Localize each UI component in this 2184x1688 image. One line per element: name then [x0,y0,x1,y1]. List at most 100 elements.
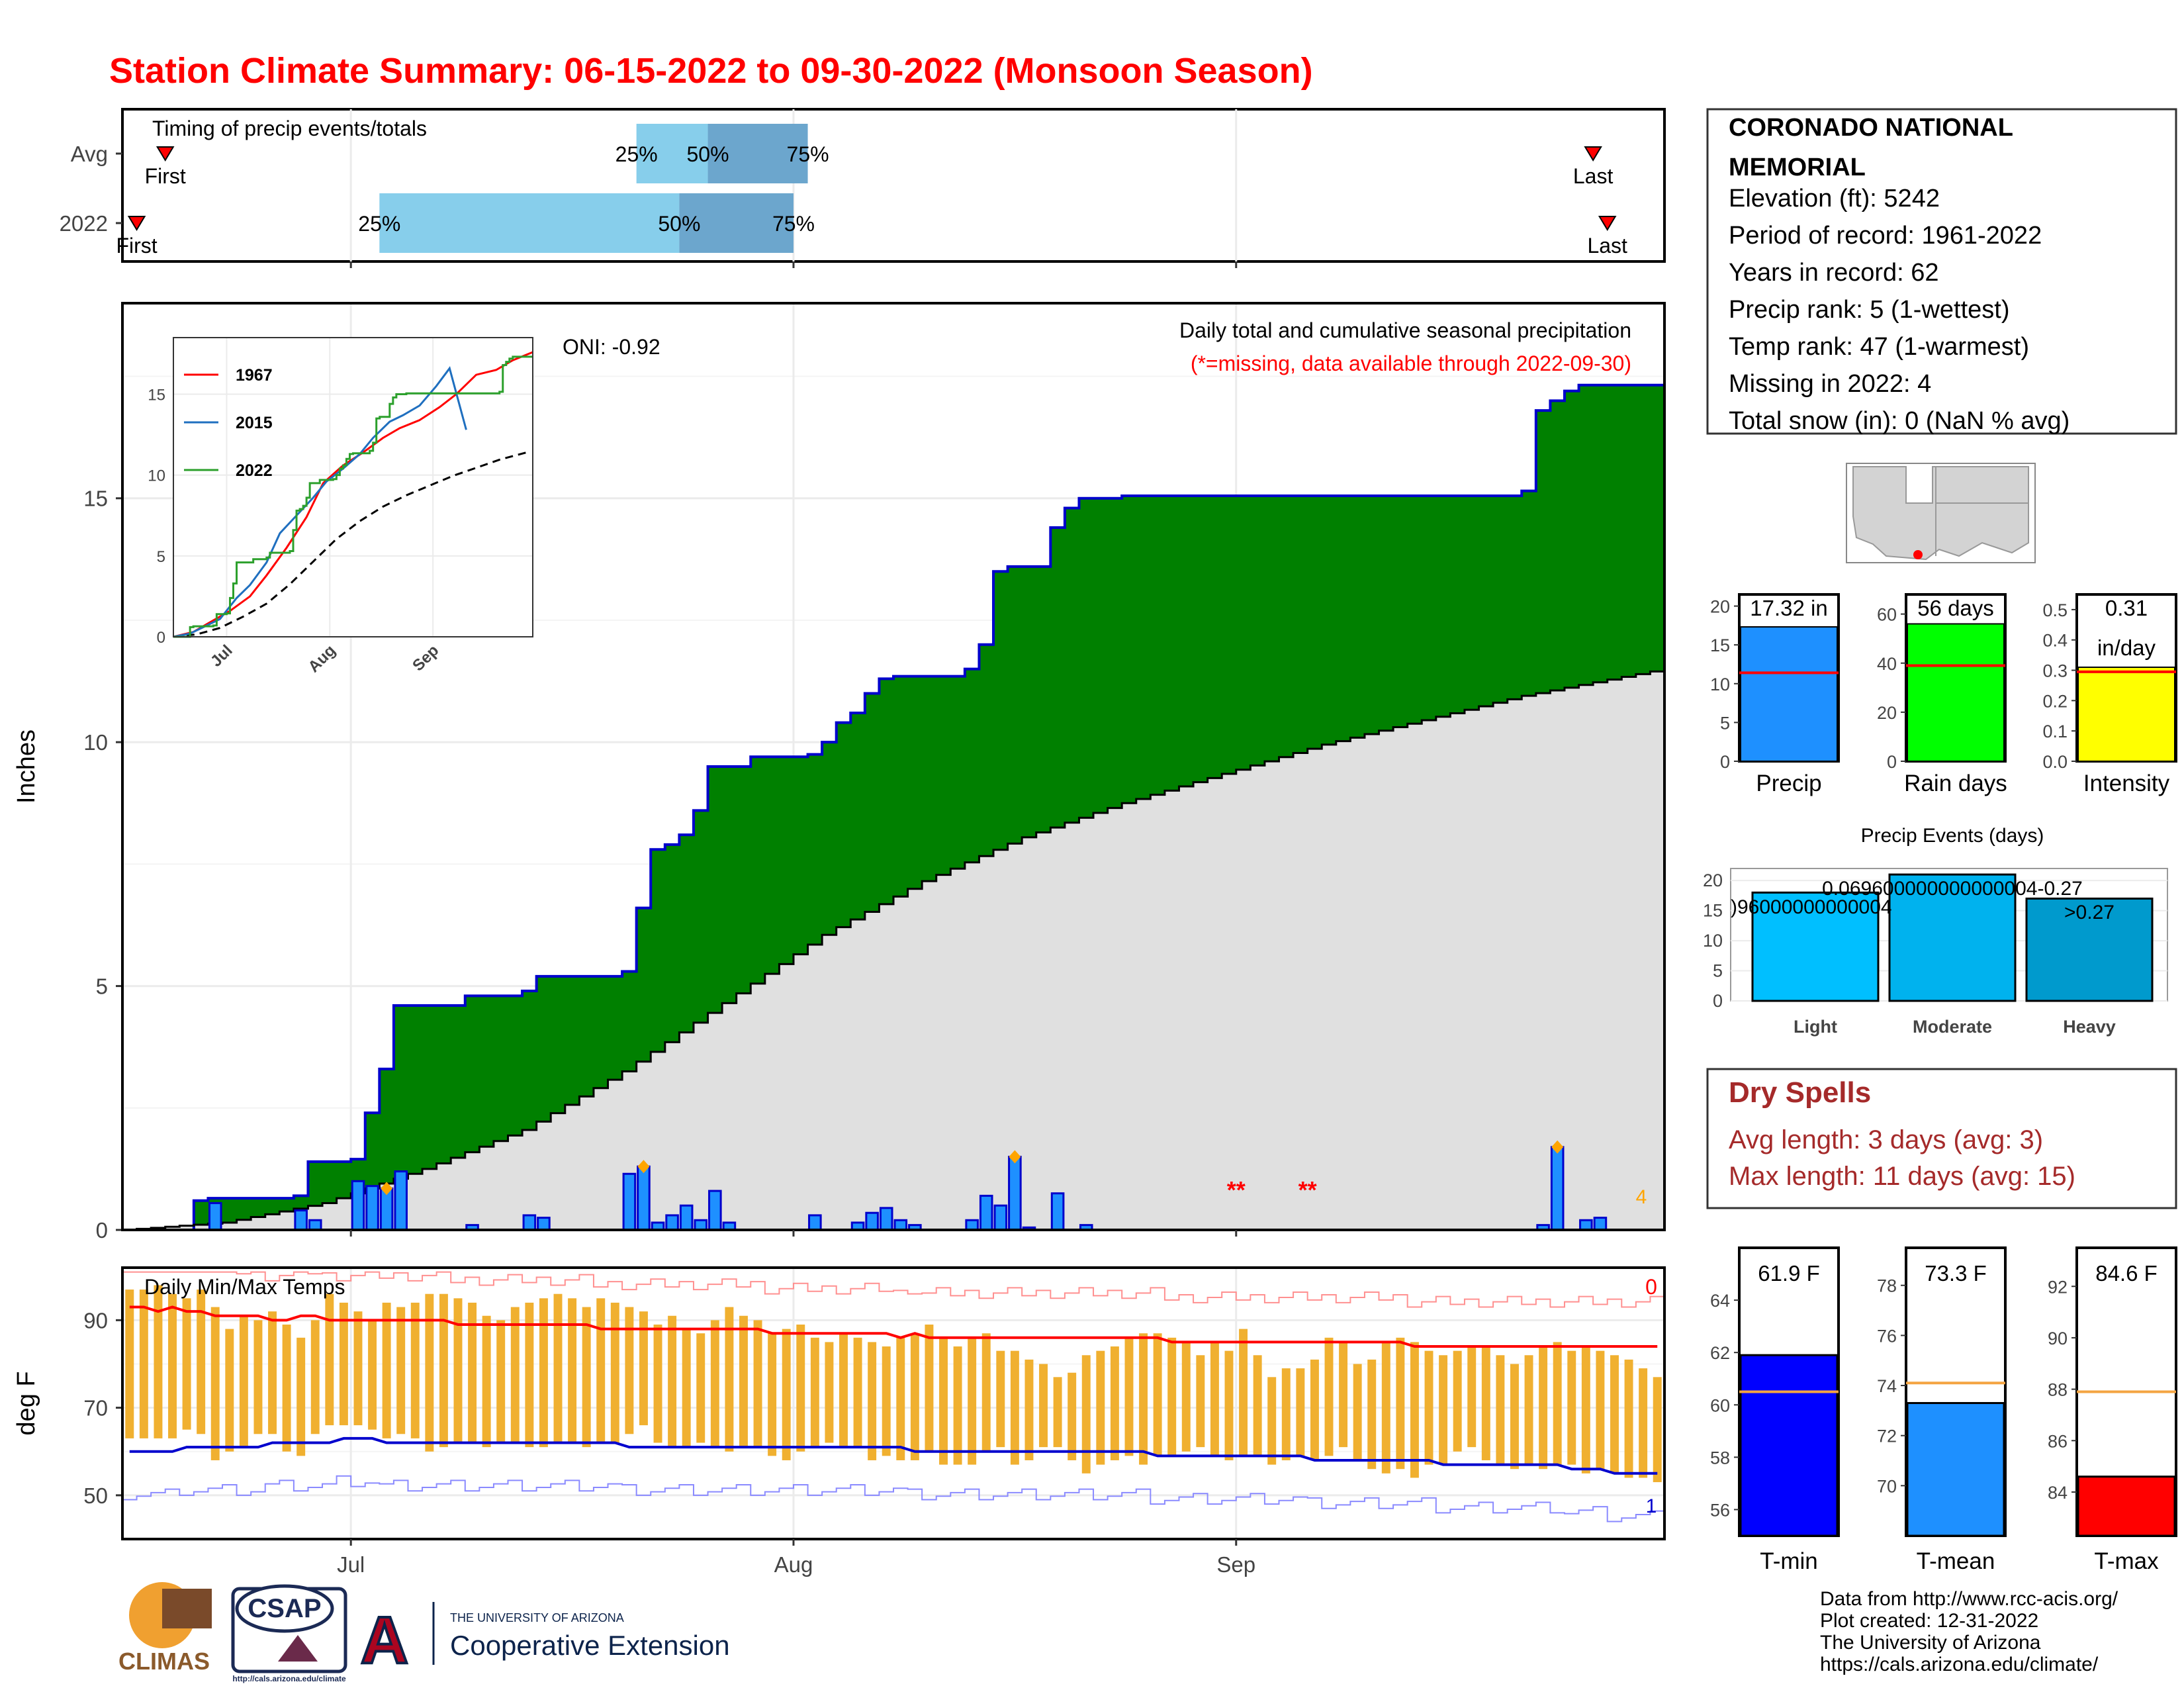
normal-cumulative-line [122,670,1664,1231]
y-tick-label: 15 [83,487,108,511]
temperature-panel: 50 70 90 Daily Min/Max Temps 0 1 deg F Jul Aug Se… [13,1266,1666,1577]
inset-legend-label: 1967 [236,366,273,385]
first-marker-label: First [145,164,186,188]
daily-temp-bar [1096,1350,1105,1465]
quartile-bar-25-50 [379,193,680,253]
daily-temp-bar [168,1293,177,1438]
first-marker-label: First [116,234,157,258]
station-frame [1706,108,2177,435]
daily-precip-bar [308,1219,322,1231]
temp-tick-label: 86 [2048,1431,2068,1451]
daily-temp-bar [1167,1337,1177,1456]
daily-temp-bar [968,1337,977,1465]
daily-temp-bar [1639,1368,1648,1478]
temp-tick-label: 64 [1710,1291,1730,1311]
daily-temp-bar [239,1315,248,1448]
events-tick-label: 0 [1713,991,1723,1011]
daily-temp-bar [1367,1359,1377,1470]
daily-temp-bar [496,1320,506,1443]
daily-temp-bar [197,1289,206,1434]
daily-precip-bar [979,1194,993,1231]
daily-temp-bar [553,1293,563,1443]
daily-temp-bar [825,1342,834,1443]
daily-temp-bar [1210,1342,1219,1456]
daily-temp-bar [482,1315,491,1448]
temps-count-top: 0 [1645,1275,1657,1299]
daily-temp-bar [1353,1364,1362,1460]
daily-temp-bar [839,1333,848,1448]
temps-count-bottom: 1 [1646,1495,1657,1517]
inset-legend-label: 2022 [236,461,273,480]
precip-caption: Daily total and cumulative seasonal prec… [1179,318,1631,342]
temp-tick-label: 62 [1710,1343,1730,1363]
daily-temp-bar [339,1302,348,1426]
daily-temp-bar [753,1320,762,1448]
event-heavy-threshold: >0.27 [2064,902,2115,923]
daily-temp-bar [453,1298,463,1443]
mini-tick-label: 0.3 [2042,661,2068,681]
daily-temp-bar [525,1302,534,1448]
daily-precip-bar [1008,1155,1022,1231]
inset-y-tick-label: 15 [148,387,165,404]
observed-cumulative-line [122,383,1664,1231]
quartile-label: 25% [615,142,658,166]
temps-y-tick-label: 90 [83,1308,108,1333]
mini-value-label-2: in/day [2097,635,2156,660]
inset-y-tick-label: 10 [148,467,165,485]
mini-tick-label: 10 [1710,675,1730,694]
daily-temp-bar [1610,1355,1619,1474]
daily-temp-bar [782,1329,791,1460]
daily-temp-bar [439,1293,448,1448]
quartile-bar-25-50 [636,124,708,183]
daily-temp-bar [610,1302,619,1443]
station-info-line: Years in record: 62 [1729,259,1939,287]
dry-spells-max: Max length: 11 days (avg: 15) [1729,1162,2075,1191]
map-states [1852,466,2029,561]
precip-events-chart: Precip Events (days) 0 5 10 15 20 Light Moderat… [1703,825,2168,1037]
event-category-label: Moderate [1913,1017,1992,1037]
daily-temp-bar [882,1346,891,1456]
temp-tick-label: 58 [1710,1448,1730,1468]
daily-precip-bar [1579,1219,1593,1231]
credit-line: The University of Arizona [1820,1632,2041,1654]
event-category-label: Light [1794,1017,1837,1037]
mini-value-label: 56 days [1917,596,1994,620]
last-marker [1584,146,1602,162]
events-tick-label: 20 [1703,870,1723,890]
x-tick-label: Jul [337,1552,365,1577]
daily-temp-bar [1010,1350,1019,1465]
csap-logo-text: CSAP [248,1594,321,1623]
daily-temp-bar [725,1307,734,1452]
events-tick-label: 15 [1703,901,1723,921]
daily-temp-bar [310,1320,320,1434]
temp-bar-name: T-min [1760,1548,1818,1574]
daily-temp-bar [582,1307,591,1448]
daily-temp-bar [539,1298,548,1448]
inset-legend-label: 2015 [236,414,273,432]
mini-tick-label: 0.1 [2042,722,2068,741]
daily-temp-bar [1339,1342,1348,1448]
daily-temp-bar [1381,1342,1390,1474]
daily-temp-bar [1310,1359,1319,1460]
daily-precip-bar [708,1190,722,1231]
inset-frame [173,337,533,637]
station-info-line: Precip rank: 5 (1-wettest) [1729,296,2009,324]
daily-temp-bar [1196,1355,1205,1448]
mini-tick-label: 60 [1877,605,1897,625]
last-marker-label: Last [1573,164,1614,188]
ua-logo-big-text: Cooperative Extension [450,1630,730,1661]
daily-temp-bar [739,1315,748,1448]
station-name-2: MEMORIAL [1729,154,1866,181]
ua-logo-small-text: THE UNIVERSITY OF ARIZONA [450,1611,624,1624]
daily-temp-bar [353,1311,363,1426]
daily-temp-bar [981,1333,991,1452]
timing-panel: Timing of precip events/totals Avg 25% 50% 7… [60,108,1666,268]
mini-bar-name: Precip [1756,771,1821,796]
event-bar [2025,897,2154,1002]
temp-tick-label: 56 [1710,1500,1730,1520]
precip-summary-bars: 0 5 10 15 20 17.32 in Precip 0 20 40 60 56 days Rain… [1710,593,2177,796]
daily-temp-bar [925,1324,934,1452]
logos: CLIMAS CSAP http://cals.arizona.edu/climat… [118,1582,730,1683]
mini-tick-label: 0 [1887,752,1897,772]
temperature-summary-bars: 56 58 60 62 64 61.9 F T-min 70 72 74 76 78 73.3 F T-m… [1710,1246,2177,1574]
